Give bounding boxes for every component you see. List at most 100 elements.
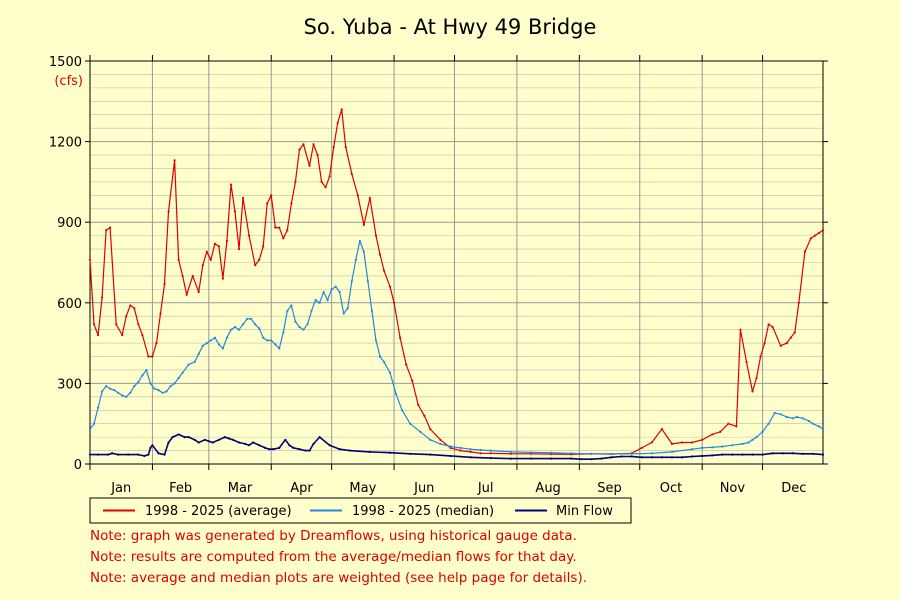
data-point <box>278 446 281 449</box>
data-point <box>378 253 382 256</box>
data-point <box>272 448 275 451</box>
data-point <box>711 454 714 457</box>
data-point <box>147 355 150 358</box>
data-point <box>741 453 744 456</box>
data-point <box>254 323 257 326</box>
data-point <box>262 336 265 339</box>
data-point <box>691 441 694 444</box>
data-point <box>459 446 462 449</box>
data-point <box>721 445 724 448</box>
data-point <box>237 328 241 331</box>
data-point <box>719 430 722 433</box>
data-point <box>660 456 664 459</box>
data-point <box>401 409 404 412</box>
data-point <box>580 458 583 461</box>
data-point <box>221 277 225 280</box>
data-point <box>570 457 573 460</box>
data-point <box>346 307 349 310</box>
data-point <box>121 394 124 397</box>
data-point <box>378 355 382 358</box>
data-point <box>165 390 168 393</box>
data-point <box>249 317 253 321</box>
data-point <box>509 457 512 460</box>
data-point <box>366 280 369 283</box>
data-point <box>161 391 164 394</box>
data-point <box>745 360 748 364</box>
data-point <box>711 433 714 436</box>
data-point <box>731 453 734 456</box>
data-point <box>803 250 806 253</box>
data-point <box>151 444 154 447</box>
data-point <box>197 441 200 444</box>
data-point <box>328 444 331 447</box>
data-point <box>241 196 245 200</box>
x-tick-label: Jan <box>110 481 131 496</box>
series-line <box>89 240 824 455</box>
data-point <box>217 438 220 441</box>
data-point <box>821 427 825 431</box>
data-point <box>529 451 533 454</box>
data-point <box>125 315 128 318</box>
data-point <box>610 456 613 459</box>
data-point <box>670 456 674 459</box>
data-point <box>217 343 220 346</box>
data-point <box>785 342 788 345</box>
data-point <box>264 446 267 449</box>
y-tick-label: 300 <box>57 377 82 392</box>
data-point <box>348 449 351 452</box>
data-point <box>620 455 623 458</box>
data-point <box>767 422 770 425</box>
data-point <box>254 264 257 267</box>
data-point <box>141 374 144 377</box>
data-point <box>197 352 200 355</box>
data-point <box>205 250 208 253</box>
data-point <box>747 441 750 444</box>
data-point <box>650 456 653 459</box>
data-point <box>247 444 251 447</box>
y-tick-label: 0 <box>74 458 82 473</box>
data-point <box>358 239 361 243</box>
data-point <box>129 391 132 394</box>
data-point <box>127 453 130 456</box>
data-point <box>821 453 825 456</box>
data-point <box>203 438 206 441</box>
data-point <box>344 145 347 149</box>
data-point <box>374 339 378 342</box>
data-point <box>191 274 194 278</box>
data-point <box>88 258 92 261</box>
data-point <box>121 333 124 337</box>
data-point <box>96 333 100 337</box>
data-point <box>382 269 386 272</box>
data-point <box>247 234 251 237</box>
data-point <box>409 452 412 455</box>
data-point <box>479 448 482 452</box>
data-point <box>181 274 184 278</box>
data-point <box>767 323 770 326</box>
data-point <box>109 387 112 390</box>
data-point <box>185 293 188 296</box>
data-point <box>590 452 593 455</box>
data-point <box>755 436 758 439</box>
data-point <box>449 445 452 448</box>
data-point <box>791 452 794 455</box>
data-point <box>362 223 365 226</box>
data-point <box>489 456 492 460</box>
data-point <box>227 437 231 440</box>
data-point <box>266 202 269 205</box>
data-point <box>286 309 289 312</box>
data-point <box>590 458 593 461</box>
data-point <box>630 455 633 458</box>
data-point <box>399 336 402 339</box>
grid-lines <box>89 60 823 465</box>
data-point <box>258 327 261 330</box>
data-point <box>115 323 118 326</box>
data-point <box>417 403 420 406</box>
data-point <box>213 242 216 245</box>
x-tick-label: Nov <box>720 481 746 496</box>
data-point <box>721 453 724 456</box>
data-point <box>282 237 285 240</box>
data-point <box>429 453 432 456</box>
data-point <box>701 454 704 458</box>
data-point <box>779 413 782 416</box>
data-point <box>143 454 146 458</box>
